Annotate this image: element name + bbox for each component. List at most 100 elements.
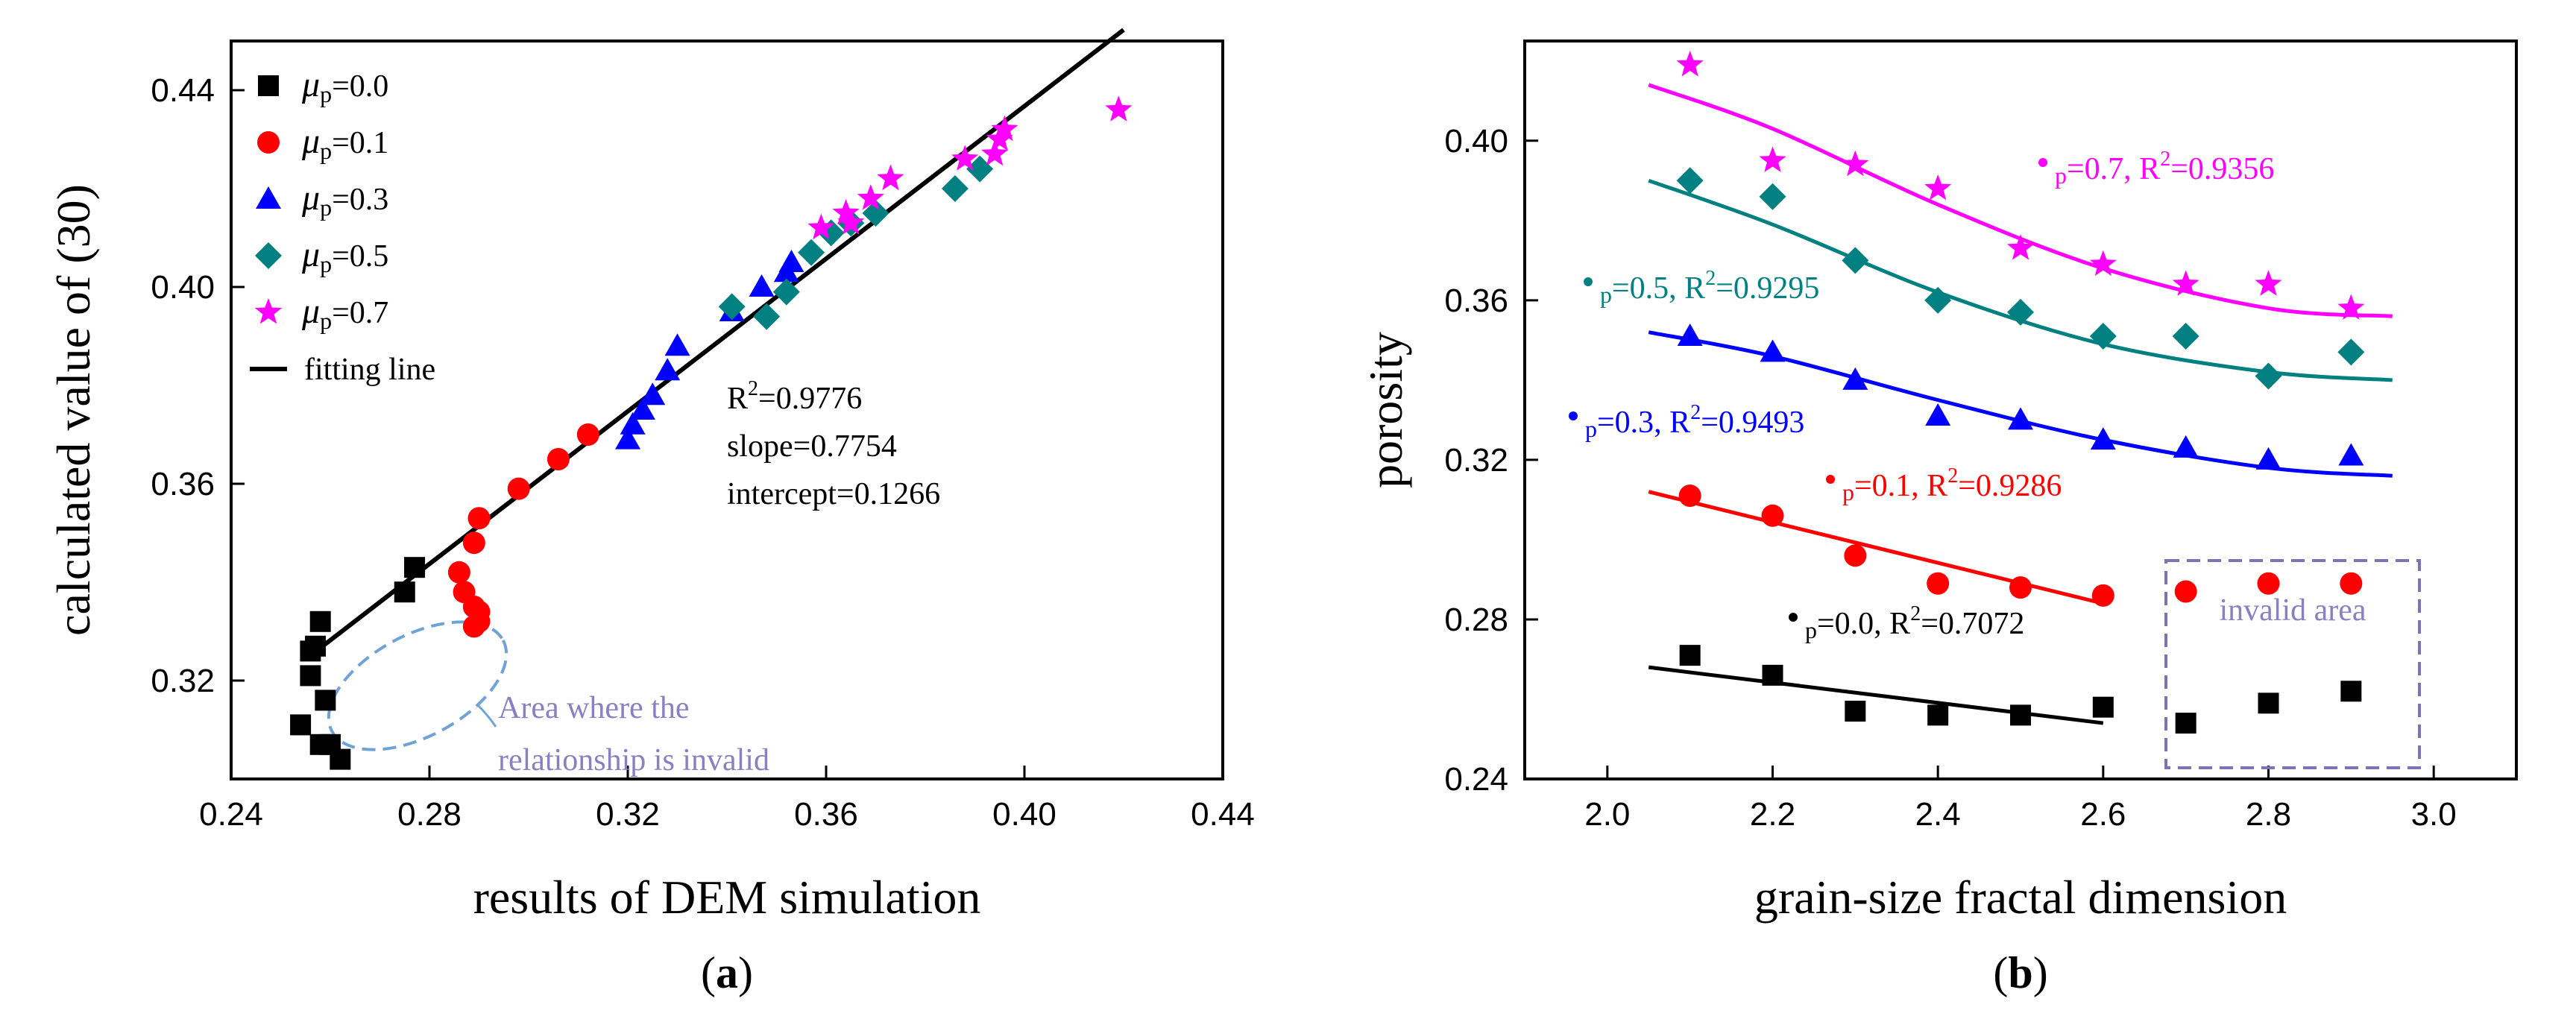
data-point <box>1761 504 1784 527</box>
data-point <box>1677 324 1703 346</box>
data-point <box>2010 704 2031 726</box>
data-point <box>2007 298 2034 326</box>
data-point <box>778 250 804 272</box>
x-tick-label: 2.4 <box>1915 796 1961 833</box>
legend-marker <box>258 75 279 96</box>
legend-label: μp=0.0 <box>301 65 388 107</box>
data-point <box>2175 713 2196 734</box>
data-point <box>1762 664 1783 686</box>
panel-b-plot-frame <box>1523 40 2518 780</box>
y-tick-label: 0.24 <box>1444 761 1508 798</box>
invalid-region-ellipse <box>327 620 508 751</box>
data-point <box>807 213 835 240</box>
panel-b-ticks: 2.0 2.2 2.4 2.6 2.8 3.0 0.24 0.28 0.32 0.36 0.40 <box>1444 123 2456 833</box>
data-point <box>798 239 825 266</box>
panel-b-annotations: p=0.7, R2=0.9356 p=0.5, R2=0.9295 p=0.3, R… <box>1569 148 2274 643</box>
x-tick-label: 0.44 <box>1191 796 1255 833</box>
panel-a: 0.24 0.28 0.32 0.36 0.40 0.44 0.32 0.36 0.40 0.44… <box>47 28 1255 997</box>
data-point <box>1927 572 1950 595</box>
data-point <box>467 507 491 530</box>
data-point <box>576 423 599 446</box>
data-point <box>2258 693 2279 714</box>
data-point <box>664 333 690 356</box>
data-point <box>2091 584 2114 607</box>
y-tick-label: 0.28 <box>1444 602 1508 638</box>
data-point <box>2172 323 2199 350</box>
data-point <box>2089 250 2117 276</box>
fit-curve <box>1648 490 2104 605</box>
data-point <box>640 382 666 406</box>
data-point <box>2092 696 2114 718</box>
data-point <box>1676 167 1704 195</box>
data-point <box>2173 435 2199 458</box>
data-point <box>1925 403 1951 426</box>
stats-slope: slope=0.7754 <box>727 429 897 464</box>
invalid-area-box <box>2164 559 2421 769</box>
legend-label: μp=0.3 <box>301 178 388 221</box>
data-point <box>655 358 681 381</box>
fit-curve <box>1648 83 2393 318</box>
fit-curve <box>1648 665 2104 725</box>
panel-a-legend: μp=0.0 μp=0.1 μp=0.3 μp=0.5 μp=0.7 fitting li… <box>250 65 435 387</box>
data-point <box>1676 51 1704 77</box>
data-point <box>877 164 904 191</box>
panel-a-xlabel: results of DEM simulation <box>473 871 981 924</box>
fit-annotation: p=0.5, R2=0.9295 <box>1600 267 1819 308</box>
legend-marker <box>255 242 282 269</box>
data-point <box>1105 95 1133 122</box>
annotation-dot <box>2038 158 2047 167</box>
data-point <box>1678 485 1701 508</box>
data-point <box>629 397 655 420</box>
data-point <box>315 690 336 711</box>
data-point <box>857 184 884 210</box>
data-point <box>1927 704 1949 726</box>
y-tick-label: 0.36 <box>151 466 215 502</box>
data-point <box>1759 146 1786 172</box>
data-point <box>1842 367 1868 390</box>
panel-b-points <box>1676 51 2365 734</box>
fit-annotation: p=0.3, R2=0.9493 <box>1585 401 1804 442</box>
data-point <box>2174 580 2197 603</box>
data-point <box>1679 645 1701 666</box>
data-point <box>966 155 994 183</box>
panel-a-invalid-region: Area where the relationship is invalid <box>327 620 769 777</box>
panel-a-fit-line <box>309 28 1125 657</box>
data-point <box>404 557 426 578</box>
panel-a-ylabel: calculated value of (30) <box>47 184 100 636</box>
data-point <box>2089 323 2117 350</box>
data-point <box>2340 572 2363 595</box>
data-point <box>2008 407 2033 430</box>
invalid-region-note-line2: relationship is invalid <box>498 743 769 777</box>
x-tick-label: 3.0 <box>2411 796 2457 833</box>
stats-intercept: intercept=0.1266 <box>727 477 940 511</box>
data-point <box>1759 183 1786 210</box>
panel-a-plot-frame <box>230 40 1224 780</box>
panel-a-stats: R2=0.9776 slope=0.7754 intercept=0.1266 <box>727 377 940 511</box>
invalid-region-note-line1: Area where the <box>498 691 690 725</box>
data-point <box>615 426 640 449</box>
annotation-dot <box>1584 277 1593 286</box>
data-point <box>2340 681 2362 702</box>
data-point <box>951 145 979 171</box>
data-point <box>2090 427 2116 450</box>
legend-marker <box>256 186 281 209</box>
data-point <box>1924 174 1952 201</box>
data-point <box>309 734 331 755</box>
data-point <box>300 640 321 662</box>
data-point <box>1844 544 1867 567</box>
data-point <box>2255 270 2282 296</box>
data-point <box>832 199 860 225</box>
x-tick-label: 0.28 <box>397 796 462 833</box>
data-point <box>1924 286 1952 314</box>
data-point <box>718 293 746 321</box>
panel-a-label: (a) <box>701 948 753 997</box>
panel-b-xlabel: grain-size fractal dimension <box>1754 871 2287 924</box>
panel-b-ylabel: porosity <box>1359 332 1412 488</box>
data-point <box>462 531 485 555</box>
data-point <box>2257 572 2280 595</box>
data-point <box>309 611 331 632</box>
legend-label: μp=0.5 <box>301 235 388 277</box>
fit-annotation: p=0.7, R2=0.9356 <box>2055 148 2274 189</box>
data-point <box>507 477 530 500</box>
